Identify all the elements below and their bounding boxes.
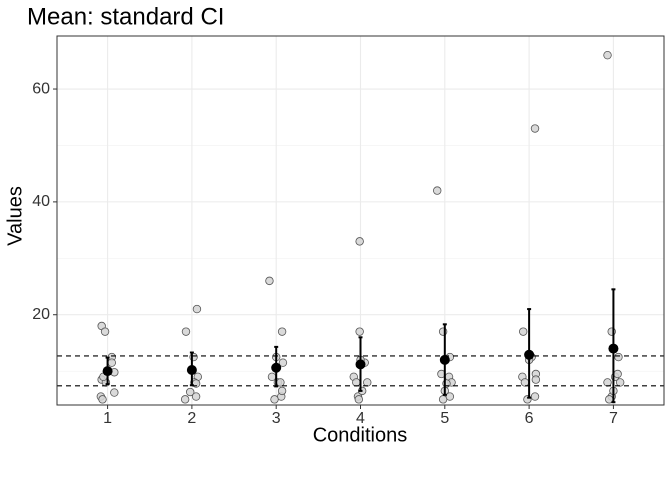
mean-point [271,362,282,373]
data-point [615,378,625,387]
data-point [110,388,119,397]
data-point [277,386,287,396]
x-tick-label: 6 [525,410,534,427]
data-point [355,237,364,246]
data-point [180,395,190,404]
x-tick-label: 5 [440,410,449,427]
x-tick-label: 3 [272,410,281,427]
x-axis-label: Conditions [313,424,408,446]
data-point [445,392,455,401]
data-point [613,369,622,379]
data-point [603,378,612,387]
data-point [352,378,361,387]
data-point [267,372,277,381]
data-point [355,327,364,336]
y-tick-label: 20 [32,306,50,323]
mean-point [439,354,450,365]
data-point [354,395,364,404]
data-point [531,375,541,384]
y-tick-label: 60 [32,80,50,97]
data-point [192,304,202,314]
data-point [98,395,107,404]
data-point [433,186,442,195]
data-point [363,378,372,387]
data-point [520,378,530,387]
y-axis-label: Values [4,186,26,246]
chart-title: Mean: standard CI [27,3,224,30]
data-point [530,124,540,133]
data-point [530,392,540,401]
x-tick-label: 1 [103,410,112,427]
data-point [276,378,285,387]
data-point [614,352,623,362]
data-point [181,327,191,336]
data-point [270,395,279,404]
x-tick-label: 4 [356,410,365,427]
mean-point [186,365,197,376]
data-point [265,276,274,286]
data-point [603,50,612,60]
data-point [191,392,201,401]
data-point [278,358,288,367]
x-tick-label: 7 [609,410,618,427]
data-point [519,327,528,336]
x-tick-label: 2 [187,410,196,427]
plot-border [56,35,665,406]
data-point [277,327,287,336]
mean-point [608,343,619,354]
data-point [107,358,116,367]
mean-point [524,349,535,360]
mean-point [102,366,113,377]
y-tick-label: 40 [32,193,50,210]
mean-point [355,359,366,370]
data-point [186,387,195,397]
data-point [100,327,110,336]
